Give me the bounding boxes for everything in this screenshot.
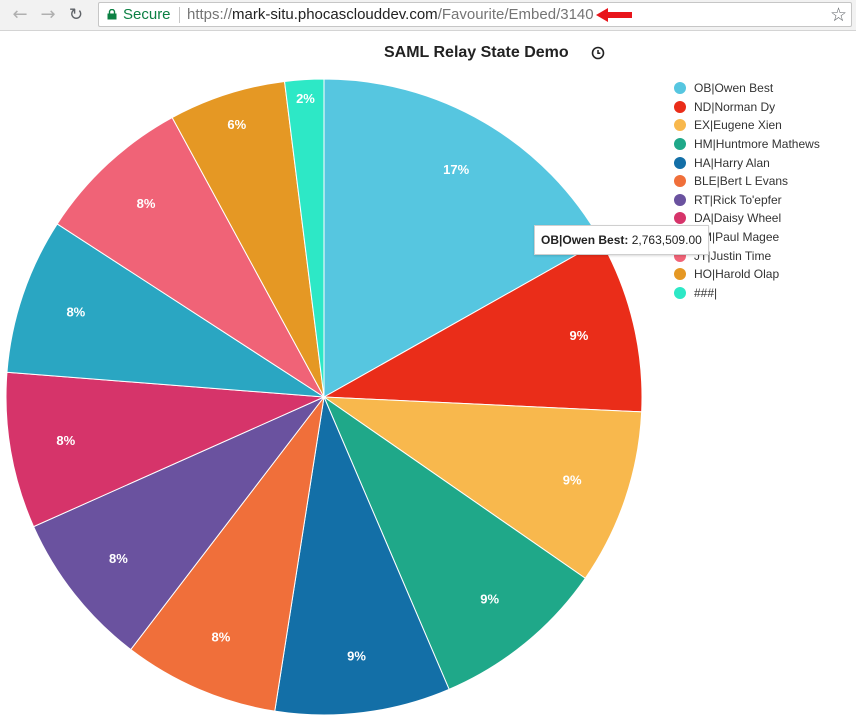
legend-item-nd-norman-dy[interactable]: ND|Norman Dy — [674, 98, 820, 117]
pie-slice-jt-justin-time[interactable] — [56, 116, 325, 398]
reload-icon[interactable]: ↻ — [68, 5, 84, 25]
legend-item-ex-eugene-xien[interactable]: EX|Eugene Xien — [674, 116, 820, 135]
pie-slice-ble-bert-l-evans[interactable] — [130, 396, 325, 712]
url-text[interactable]: https://mark-situ.phocasclouddev.com/Fav… — [187, 6, 594, 23]
legend-label: ###| — [694, 285, 718, 300]
legend-label: PM|Paul Magee — [694, 230, 780, 245]
slice-percent-label: 8% — [66, 304, 85, 319]
legend-swatch — [674, 156, 686, 169]
legend-label: HO|Harold Olap — [694, 267, 780, 282]
url-host: mark-situ.phocasclouddev.com — [232, 6, 438, 23]
omnibox-separator — [179, 7, 180, 23]
legend-label: OB|Owen Best — [694, 81, 774, 96]
slice-percent-label: 2% — [296, 91, 315, 106]
browser-toolbar: ← → ↻ Secure https://mark-situ.phocasclo… — [0, 0, 856, 31]
legend-swatch — [674, 82, 686, 95]
legend-item-other[interactable]: ###| — [674, 284, 820, 303]
address-bar[interactable]: Secure https://mark-situ.phocasclouddev.… — [98, 2, 852, 27]
legend-label: JT|Justin Time — [694, 248, 772, 263]
url-scheme: https:// — [187, 6, 233, 23]
slice-percent-label: 9% — [563, 472, 582, 487]
legend-item-ho-harold-olap[interactable]: HO|Harold Olap — [674, 265, 820, 284]
star-icon[interactable]: ☆ — [829, 4, 847, 26]
secure-label: Secure — [123, 6, 171, 23]
legend-swatch — [674, 286, 686, 299]
annotation-arrow-icon — [596, 8, 632, 22]
legend-swatch — [674, 175, 686, 188]
slice-percent-label: 9% — [347, 648, 366, 663]
slice-percent-label: 8% — [212, 629, 231, 644]
lock-icon — [107, 9, 117, 20]
slice-percent-label: 17% — [443, 162, 469, 177]
pie-slice-ha-harry-alan[interactable] — [274, 395, 450, 716]
forward-arrow-icon[interactable]: → — [40, 4, 56, 25]
legend-label: HM|Huntmore Mathews — [694, 137, 820, 152]
pie-slice-ex-eugene-xien[interactable] — [322, 396, 643, 579]
pie-slice-hm-huntmore-mathews[interactable] — [322, 395, 586, 691]
chart-tooltip: OB|Owen Best: 2,763,509.00 — [534, 225, 709, 255]
slice-percent-label: 8% — [56, 433, 75, 448]
slice-percent-label: 9% — [570, 328, 589, 343]
legend-swatch — [674, 212, 686, 225]
clock-icon[interactable] — [591, 46, 605, 60]
legend-swatch — [674, 268, 686, 281]
legend-swatch — [674, 100, 686, 113]
back-arrow-icon[interactable]: ← — [12, 4, 28, 25]
url-path: /Favourite/Embed/3140 — [437, 6, 594, 23]
legend-swatch — [674, 119, 686, 132]
tooltip-value: 2,763,509.00 — [631, 233, 702, 247]
legend-item-ble-bert-l-evans[interactable]: BLE|Bert L Evans — [674, 172, 820, 191]
legend-label: EX|Eugene Xien — [694, 118, 782, 133]
legend-item-hm-huntmore-mathews[interactable]: HM|Huntmore Mathews — [674, 135, 820, 154]
legend-label: DA|Daisy Wheel — [694, 211, 782, 226]
legend-swatch — [674, 138, 686, 151]
slice-percent-label: 6% — [227, 117, 246, 132]
tooltip-label: OB|Owen Best: — [541, 233, 629, 247]
chart-title: SAML Relay State Demo — [384, 44, 569, 61]
legend-swatch — [674, 193, 686, 206]
pie-slice-da-daisy-wheel[interactable] — [5, 371, 325, 528]
legend-item-rt-rick-to-epfer[interactable]: RT|Rick To'epfer — [674, 191, 820, 210]
slice-percent-label: 9% — [480, 591, 499, 606]
legend-item-ob-owen-best[interactable]: OB|Owen Best — [674, 79, 820, 98]
legend-label: RT|Rick To'epfer — [694, 192, 782, 207]
legend-item-da-daisy-wheel[interactable]: DA|Daisy Wheel — [674, 209, 820, 228]
slice-percent-label: 8% — [109, 551, 128, 566]
pie-slice-rt-rick-to-epfer[interactable] — [32, 396, 325, 651]
legend-label: ND|Norman Dy — [694, 99, 776, 114]
legend-label: BLE|Bert L Evans — [694, 174, 789, 189]
legend-label: HA|Harry Alan — [694, 155, 770, 170]
pie-slice-other[interactable] — [283, 78, 325, 398]
chart-legend: OB|Owen Best ND|Norman Dy EX|Eugene Xien HM… — [674, 79, 820, 302]
legend-item-ha-harry-alan[interactable]: HA|Harry Alan — [674, 153, 820, 172]
pie-slice-pm-paul-magee[interactable] — [6, 223, 325, 398]
slice-percent-label: 8% — [137, 196, 156, 211]
pie-slice-ob-owen-best[interactable] — [323, 78, 602, 398]
